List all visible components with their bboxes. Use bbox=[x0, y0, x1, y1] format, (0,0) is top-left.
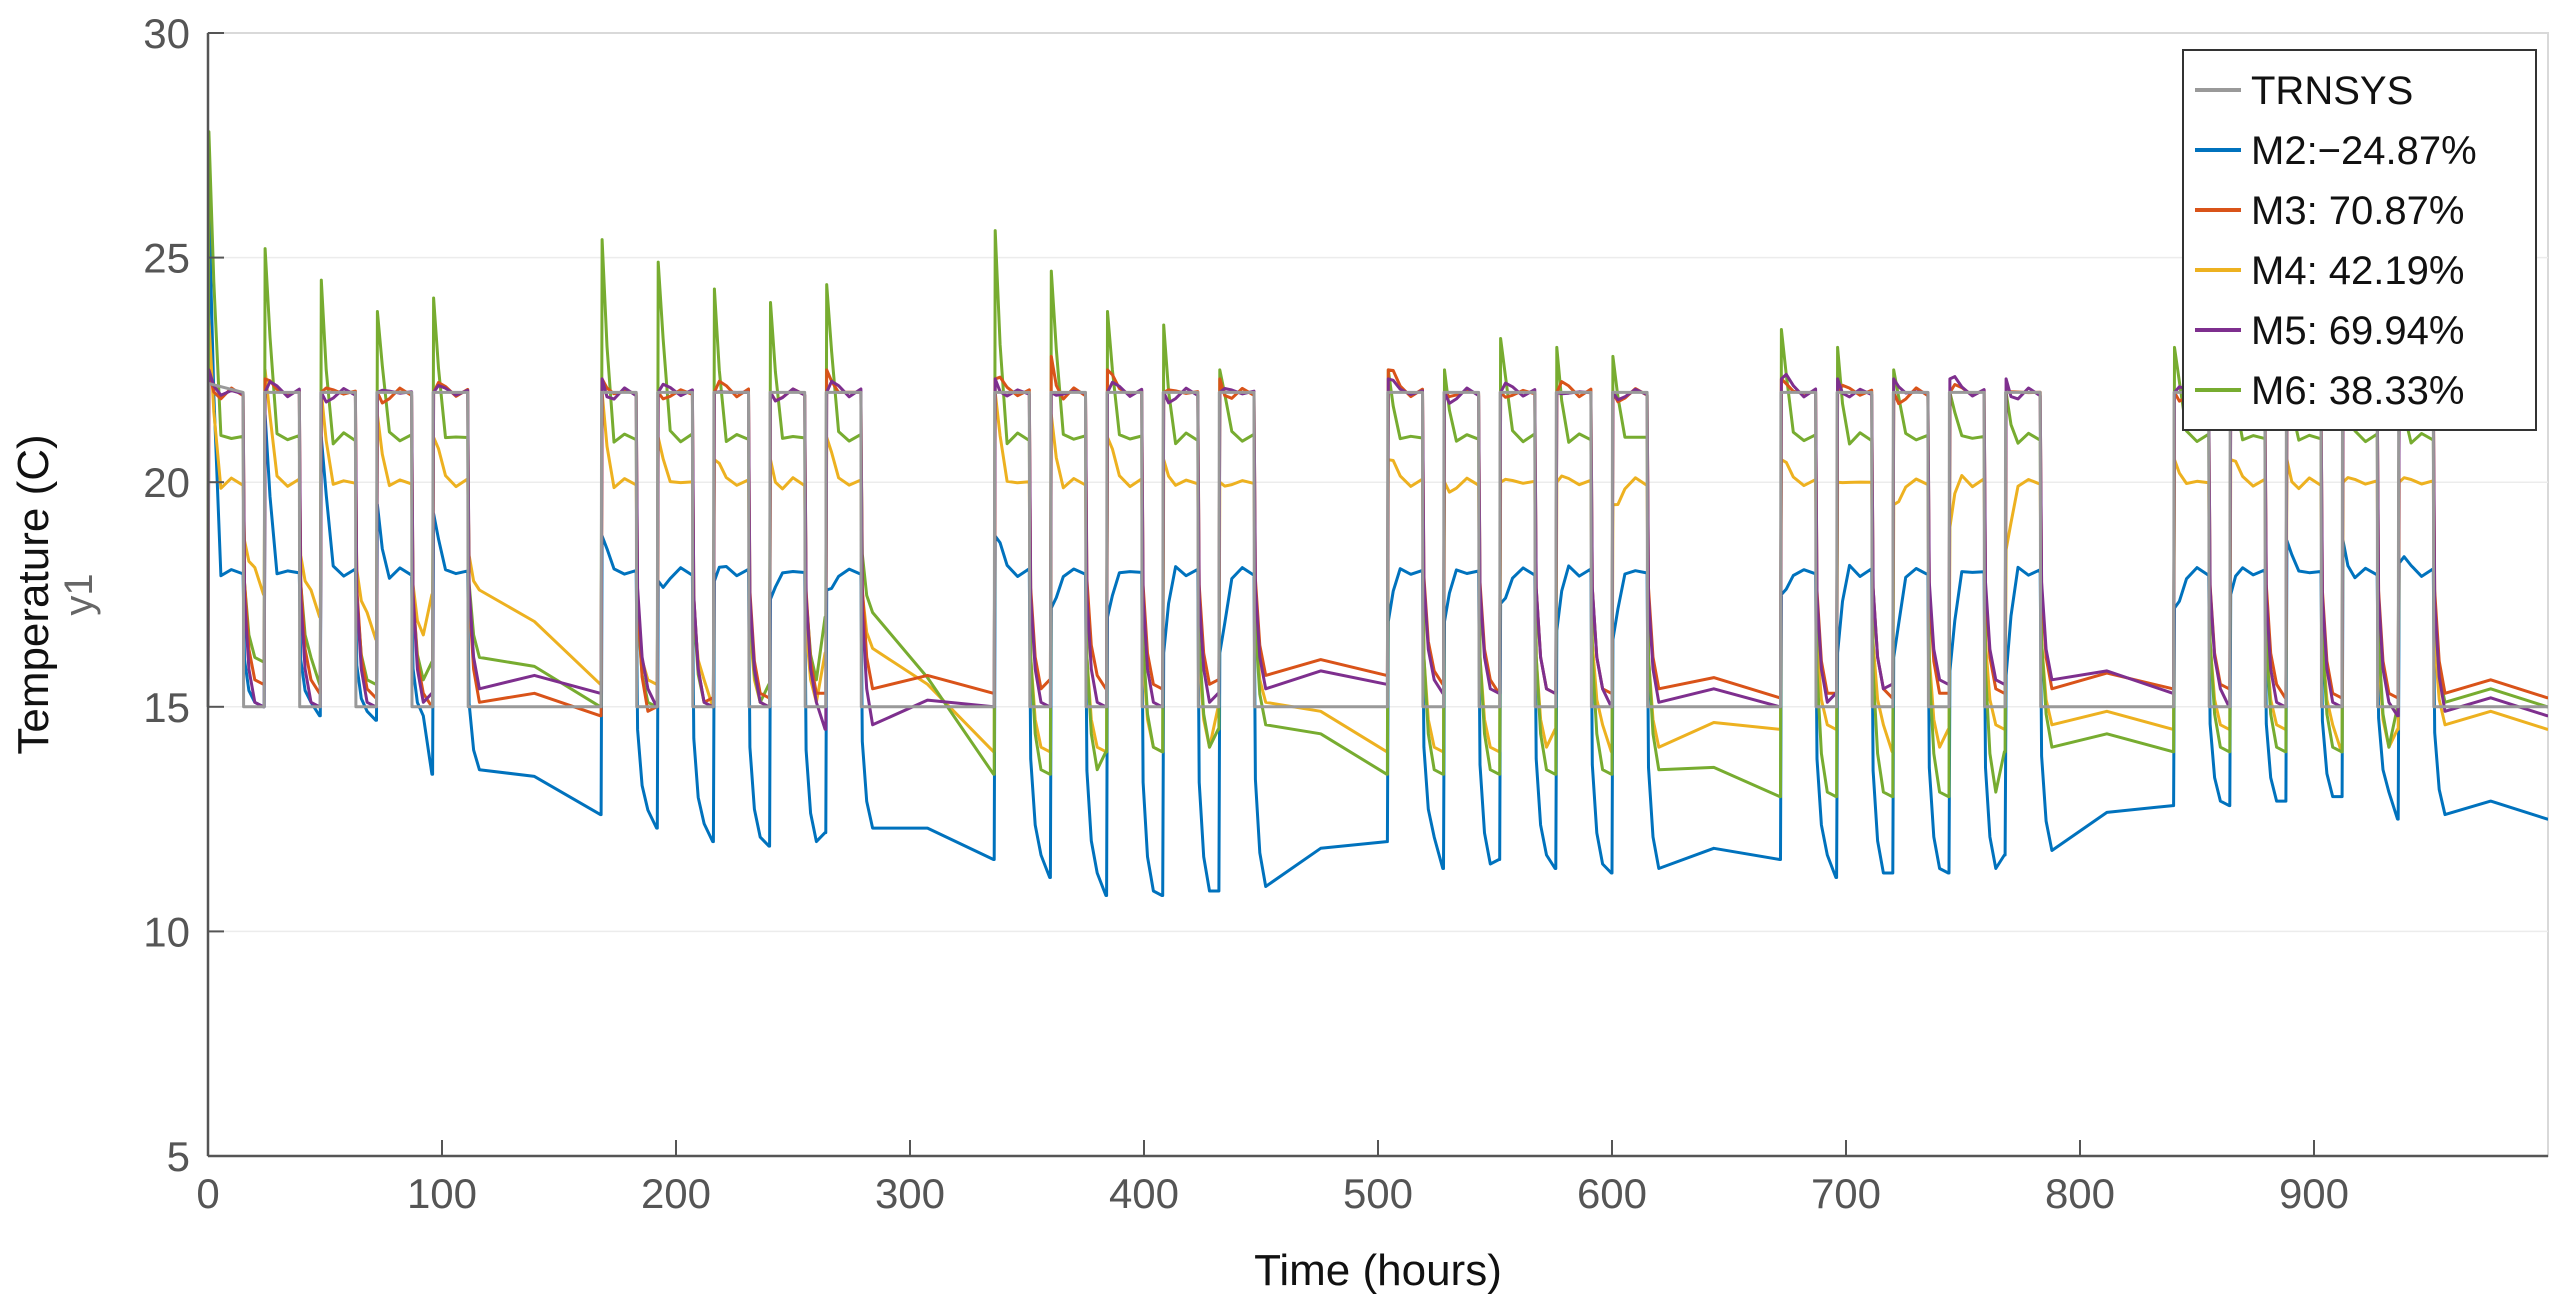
x-tick-label: 400 bbox=[1109, 1170, 1179, 1217]
x-tick-label: 300 bbox=[875, 1170, 945, 1217]
legend-label-trnsys: TRNSYS bbox=[2251, 69, 2413, 113]
x-tick-label: 0 bbox=[196, 1170, 219, 1217]
legend-label-m3: M3: 70.87% bbox=[2251, 189, 2464, 233]
y-tick-label: 30 bbox=[143, 10, 190, 57]
y-tick-label: 15 bbox=[143, 684, 190, 731]
x-tick-label: 600 bbox=[1577, 1170, 1647, 1217]
y-tick-label: 5 bbox=[167, 1133, 190, 1180]
legend-box bbox=[2182, 49, 2537, 431]
y-tick-label: 25 bbox=[143, 235, 190, 282]
series-line-m2 bbox=[206, 202, 2549, 897]
legend-label-m4: M4: 42.19% bbox=[2251, 249, 2464, 293]
x-tick-label: 700 bbox=[1811, 1170, 1881, 1217]
legend-entries: TRNSYS M2:−24.87% M3: 70.87% M4: 42.19% M5: … bbox=[2195, 69, 2477, 413]
x-tick-label: 100 bbox=[407, 1170, 477, 1217]
x-tick-label: 200 bbox=[641, 1170, 711, 1217]
x-tick-label: 800 bbox=[2045, 1170, 2115, 1217]
ticks-layer: 0 100 200 300 400 500 600 700 800 900 5 10 15 20 25 30 bbox=[143, 10, 2349, 1217]
legend-label-m5: M5: 69.94% bbox=[2251, 309, 2464, 353]
x-axis-label: Time (hours) bbox=[1254, 1246, 1502, 1295]
x-tick-label: 500 bbox=[1343, 1170, 1413, 1217]
y-axis-label: Temperature (C) bbox=[9, 434, 58, 754]
legend: TRNSYS M2:−24.87% M3: 70.87% M4: 42.19% M5: … bbox=[2182, 49, 2537, 431]
series-line-trnsys bbox=[206, 381, 2548, 709]
plot-area bbox=[207, 32, 2549, 1157]
x-tick-label: 900 bbox=[2279, 1170, 2349, 1217]
legend-label-m2: M2:−24.87% bbox=[2251, 129, 2477, 173]
legend-label-m6: M6: 38.33% bbox=[2251, 369, 2464, 413]
series-layer bbox=[206, 130, 2549, 897]
y-tick-label: 10 bbox=[143, 908, 190, 955]
y-tick-label: 20 bbox=[143, 459, 190, 506]
y-axis-sublabel: y1 bbox=[57, 573, 101, 615]
